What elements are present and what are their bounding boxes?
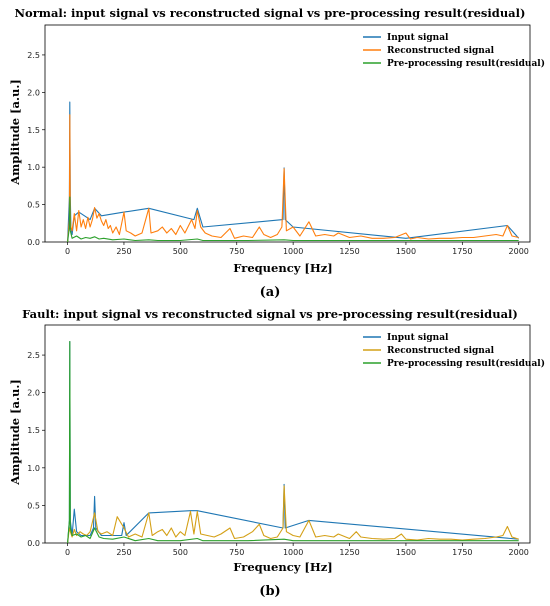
y-tick-label: 1.5	[27, 126, 40, 135]
y-tick-label: 1.0	[27, 163, 40, 172]
chart-title: Fault: input signal vs reconstructed sig…	[22, 307, 518, 321]
x-tick-label: 1500	[396, 247, 416, 256]
chart-panel-fault: Fault: input signal vs reconstructed sig…	[8, 307, 545, 599]
x-tick-label: 1250	[339, 247, 359, 256]
x-tick-label: 500	[173, 247, 188, 256]
y-axis-label: Amplitude [a.u.]	[8, 79, 22, 186]
x-tick-label: 250	[116, 548, 131, 557]
y-tick-label: 0.5	[27, 201, 40, 210]
panel-caption: (b)	[259, 584, 280, 599]
x-tick-label: 1500	[396, 548, 416, 557]
x-tick-label: 2000	[509, 548, 529, 557]
x-tick-label: 0	[65, 247, 70, 256]
y-tick-label: 0.0	[27, 238, 40, 247]
x-tick-label: 1250	[339, 548, 359, 557]
series-line-2	[67, 340, 519, 543]
series-line-1	[67, 114, 519, 242]
legend-label: Reconstructed signal	[387, 46, 495, 56]
x-axis-label: Frequency [Hz]	[233, 261, 332, 275]
x-tick-label: 1750	[452, 247, 472, 256]
series-line-1	[67, 485, 519, 543]
x-tick-label: 750	[229, 247, 244, 256]
y-tick-label: 2.5	[27, 51, 40, 60]
x-tick-label: 0	[65, 548, 70, 557]
series-group	[67, 340, 519, 543]
y-tick-label: 2.0	[27, 88, 40, 97]
legend-label: Input signal	[387, 333, 449, 343]
y-tick-label: 1.0	[27, 464, 40, 473]
x-tick-label: 500	[173, 548, 188, 557]
y-tick-label: 0.5	[27, 501, 40, 510]
chart-title: Normal: input signal vs reconstructed si…	[15, 6, 526, 20]
x-tick-label: 2000	[509, 247, 529, 256]
y-tick-label: 1.5	[27, 426, 40, 435]
x-tick-label: 1000	[283, 548, 303, 557]
series-line-2	[67, 196, 519, 242]
x-axis-label: Frequency [Hz]	[233, 560, 332, 574]
x-tick-label: 250	[116, 247, 131, 256]
legend-label: Pre-processing result(residual)	[387, 358, 545, 369]
series-group	[67, 101, 520, 242]
plot-area: 0 250 500 750 1000 1250 1500 1750 2000 0.0 0.5 1.0 1…	[27, 324, 545, 557]
legend-label: Reconstructed signal	[387, 346, 495, 356]
axes-frame	[44, 24, 531, 243]
y-axis-label: Amplitude [a.u.]	[8, 379, 22, 486]
x-tick-label: 1750	[452, 548, 472, 557]
legend-label: Pre-processing result(residual)	[387, 58, 545, 69]
panel-caption: (a)	[260, 285, 281, 300]
x-tick-label: 1000	[283, 247, 303, 256]
x-tick-label: 750	[229, 548, 244, 557]
legend-label: Input signal	[387, 33, 449, 43]
plot-area: 0 250 500 750 1000 1250 1500 1750 2000 0.0 0.5 1.0 1…	[27, 24, 545, 256]
y-tick-label: 2.5	[27, 351, 40, 360]
axes-frame	[44, 324, 531, 544]
chart-panel-normal: Normal: input signal vs reconstructed si…	[8, 6, 545, 300]
y-tick-label: 0.0	[27, 539, 40, 548]
y-tick-label: 2.0	[27, 389, 40, 398]
